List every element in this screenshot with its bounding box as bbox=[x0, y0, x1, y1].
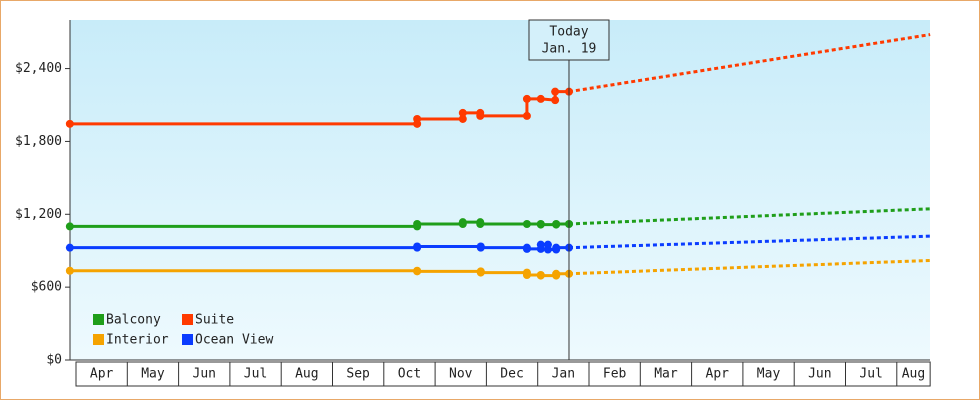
price-point bbox=[552, 243, 561, 252]
price-point bbox=[413, 267, 422, 276]
legend-label: Suite bbox=[195, 313, 234, 328]
price-point bbox=[552, 269, 561, 278]
y-tick-label: $0 bbox=[46, 353, 62, 368]
x-tick-label: Sep bbox=[346, 367, 370, 382]
price-point bbox=[536, 271, 545, 280]
legend-swatch bbox=[93, 334, 104, 345]
price-point bbox=[476, 220, 485, 228]
price-point bbox=[543, 245, 552, 254]
x-tick-label: Jul bbox=[859, 367, 882, 382]
month-axis-box bbox=[75, 361, 931, 387]
price-point bbox=[551, 87, 560, 96]
forecast-line bbox=[568, 234, 931, 250]
today-box bbox=[528, 19, 610, 61]
x-tick-label: Feb bbox=[603, 367, 627, 382]
price-point bbox=[413, 242, 422, 251]
price-point bbox=[522, 271, 531, 279]
x-tick-label: May bbox=[141, 367, 165, 382]
today-label: Today bbox=[549, 25, 588, 40]
price-point bbox=[413, 220, 422, 228]
price-point bbox=[522, 94, 531, 103]
forecast-line bbox=[568, 33, 931, 94]
price-point bbox=[65, 243, 74, 252]
x-tick-label: Jun bbox=[193, 367, 216, 382]
price-point bbox=[458, 218, 467, 227]
y-tick-label: $2,400 bbox=[15, 61, 62, 76]
x-tick-label: Nov bbox=[449, 367, 473, 382]
price-point bbox=[552, 220, 561, 228]
x-tick-label: Dec bbox=[500, 367, 523, 382]
x-tick-label: Jul bbox=[244, 367, 267, 382]
price-point bbox=[65, 119, 74, 128]
x-tick-label: Jan bbox=[552, 367, 575, 382]
price-point bbox=[536, 94, 545, 103]
today-label: Jan. 19 bbox=[542, 42, 597, 57]
price-point bbox=[522, 111, 531, 120]
legend-swatch bbox=[182, 314, 193, 325]
price-point bbox=[476, 268, 485, 277]
y-tick-label: $600 bbox=[31, 280, 62, 295]
x-tick-label: Oct bbox=[398, 367, 421, 382]
legend-label: Ocean View bbox=[195, 333, 273, 348]
plot-area bbox=[70, 20, 930, 360]
x-tick-label: Mar bbox=[654, 367, 678, 382]
price-point bbox=[536, 240, 545, 249]
x-tick-label: Aug bbox=[295, 367, 318, 382]
forecast-line bbox=[568, 258, 931, 276]
legend-label: Interior bbox=[106, 333, 169, 348]
x-tick-label: Aug bbox=[902, 367, 925, 382]
price-point bbox=[551, 96, 560, 105]
price-point bbox=[522, 220, 531, 228]
price-point bbox=[522, 244, 531, 253]
x-tick-label: May bbox=[757, 367, 781, 382]
legend-swatch bbox=[182, 334, 193, 345]
legend-swatch bbox=[93, 314, 104, 325]
price-point bbox=[536, 220, 545, 229]
price-point bbox=[476, 243, 485, 252]
x-tick-label: Apr bbox=[90, 367, 114, 382]
price-point bbox=[476, 111, 485, 120]
y-tick-label: $1,200 bbox=[15, 207, 62, 222]
forecast-line bbox=[568, 207, 931, 226]
price-point bbox=[65, 266, 74, 275]
price-point bbox=[458, 114, 467, 123]
price-point bbox=[458, 108, 467, 117]
x-tick-label: Apr bbox=[706, 367, 730, 382]
price-point bbox=[413, 114, 422, 123]
legend-label: Balcony bbox=[106, 313, 161, 328]
x-tick-label: Jun bbox=[808, 367, 831, 382]
y-tick-label: $1,800 bbox=[15, 134, 62, 149]
price-point bbox=[65, 222, 74, 231]
